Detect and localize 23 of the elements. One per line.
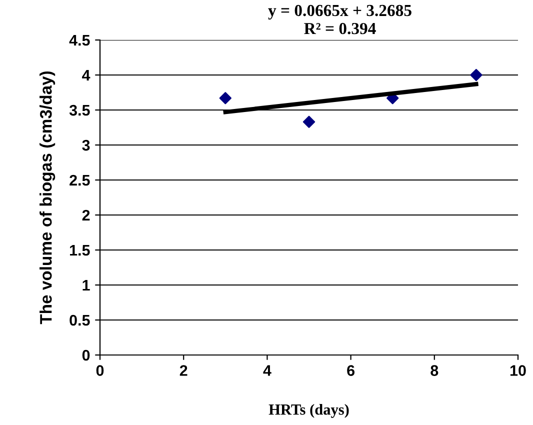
text: y = 0.0665x + 3.2685 — [268, 4, 412, 20]
y-tick-label: 4.5 — [69, 35, 90, 46]
point — [219, 92, 232, 104]
y-tick-label: 0 — [82, 350, 90, 361]
y-tick-label: 0.5 — [70, 314, 90, 326]
text: R² = 0.394 — [304, 22, 376, 34]
x-tick-label: 8 — [430, 365, 438, 376]
y-axis-title: The volume of biogas (cm3/day) — [40, 71, 56, 324]
y-tick-label: 1.5 — [70, 245, 90, 256]
x-tick-label: 4 — [263, 365, 272, 376]
x-tick-label: 0 — [96, 365, 104, 376]
x-axis-title: HRTs (days) — [268, 404, 349, 418]
point — [470, 68, 482, 82]
x-tick-label: 2 — [180, 365, 188, 376]
y-tick-label: 1 — [82, 280, 90, 291]
x-tick-label: 6 — [347, 365, 354, 376]
y-tick-label: 2.5 — [70, 174, 90, 186]
point — [302, 116, 316, 128]
x-tick-label: 10 — [510, 365, 526, 376]
y-tick-label: 3 — [82, 140, 90, 151]
y-tick-label: 4 — [82, 70, 90, 81]
y-tick-label: 3.5 — [69, 104, 90, 116]
y-tick-label: 2 — [82, 210, 90, 221]
